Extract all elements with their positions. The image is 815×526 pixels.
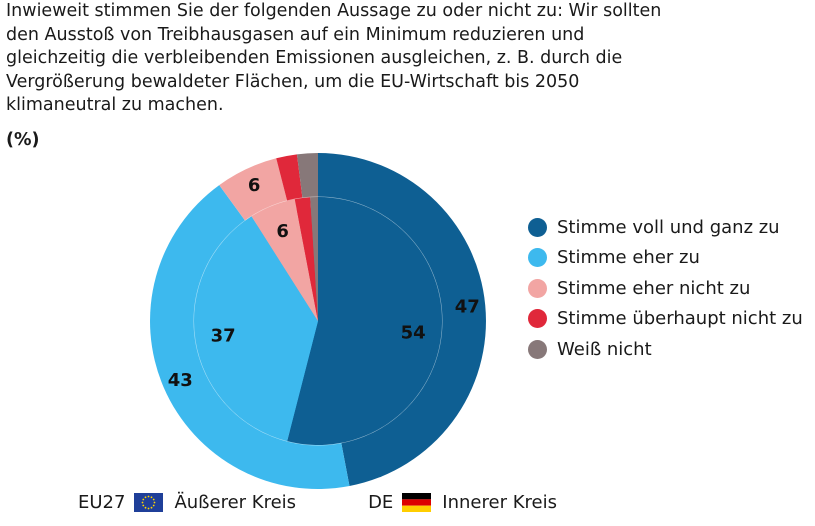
de-slice-3 [251,199,318,321]
chart-title: Inwieweit stimmen Sie der folgenden Auss… [6,0,706,118]
title-line: gleichzeitig die verbleibenden Emissione… [6,48,623,68]
de-data-label: 37 [211,326,236,347]
legend-item: Stimme voll und ganz zu [528,212,803,243]
legend-label: Stimme überhaupt nicht zu [557,308,803,330]
legend-item: Stimme eher zu [528,243,803,274]
title-line: Vergrößerung bewaldeter Flächen, um die … [6,71,580,92]
inner-ring-text: Innerer Kreis [442,491,557,513]
legend-swatch [528,217,547,237]
title-line: Inwieweit stimmen Sie der folgenden Auss… [6,1,662,21]
inner-ring [194,196,443,446]
data-labels: 47 43 6 54 37 6 [168,175,480,391]
unit-label: (%) [6,130,40,150]
legend-label: Stimme eher zu [557,247,700,269]
eu-flag-icon [134,492,164,512]
inner-ring-code: DE [368,491,394,513]
legend: Stimme voll und ganz zu Stimme eher zu S… [528,212,803,365]
legend-item: Weiß nicht [528,334,803,365]
legend-label: Stimme voll und ganz zu [557,216,780,238]
title-line: klimaneutral zu machen. [6,95,224,115]
eu27-data-label: 6 [248,175,261,196]
legend-label: Weiß nicht [557,338,652,360]
eu27-data-label: 43 [168,370,193,391]
legend-swatch [528,309,547,329]
eu27-data-label: 47 [455,296,480,317]
legend-swatch [528,278,547,298]
legend-swatch [528,339,547,359]
de-slice-1 [287,197,443,446]
de-slice-4 [294,197,318,321]
legend-item: Stimme überhaupt nicht zu [528,304,803,335]
legend-item: Stimme eher nicht zu [528,273,803,304]
de-data-label: 54 [401,323,426,344]
de-slice-2 [194,216,318,442]
legend-swatch [528,248,547,268]
outer-ring-code: EU27 [78,491,126,513]
de-slice-5 [310,196,318,321]
ring-key: EU27 Äußerer Kreis DE Innerer Kreis [78,488,557,516]
outer-ring-text: Äußerer Kreis [174,491,297,513]
germany-flag-icon [402,492,432,512]
legend-label: Stimme eher nicht zu [557,277,751,299]
de-data-label: 6 [276,221,289,242]
title-line: den Ausstoß von Treibhausgasen auf ein M… [6,24,585,45]
